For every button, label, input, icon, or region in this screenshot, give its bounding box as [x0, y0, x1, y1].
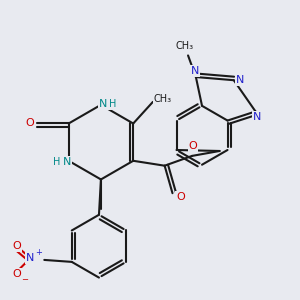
Text: O: O	[176, 192, 185, 202]
Text: CH₃: CH₃	[175, 40, 193, 51]
Text: +: +	[35, 248, 42, 256]
Text: N: N	[236, 75, 244, 85]
Text: N: N	[253, 112, 262, 122]
Text: O: O	[12, 241, 21, 251]
Text: N: N	[26, 253, 35, 263]
Text: H: H	[109, 99, 116, 109]
Text: CH₃: CH₃	[154, 94, 172, 104]
Text: O: O	[12, 269, 21, 279]
Text: N: N	[99, 99, 107, 109]
Text: H: H	[53, 157, 61, 167]
Text: O: O	[25, 118, 34, 128]
Text: −: −	[21, 275, 28, 284]
Text: O: O	[189, 141, 197, 151]
Text: N: N	[191, 66, 199, 76]
Text: N: N	[62, 157, 71, 167]
